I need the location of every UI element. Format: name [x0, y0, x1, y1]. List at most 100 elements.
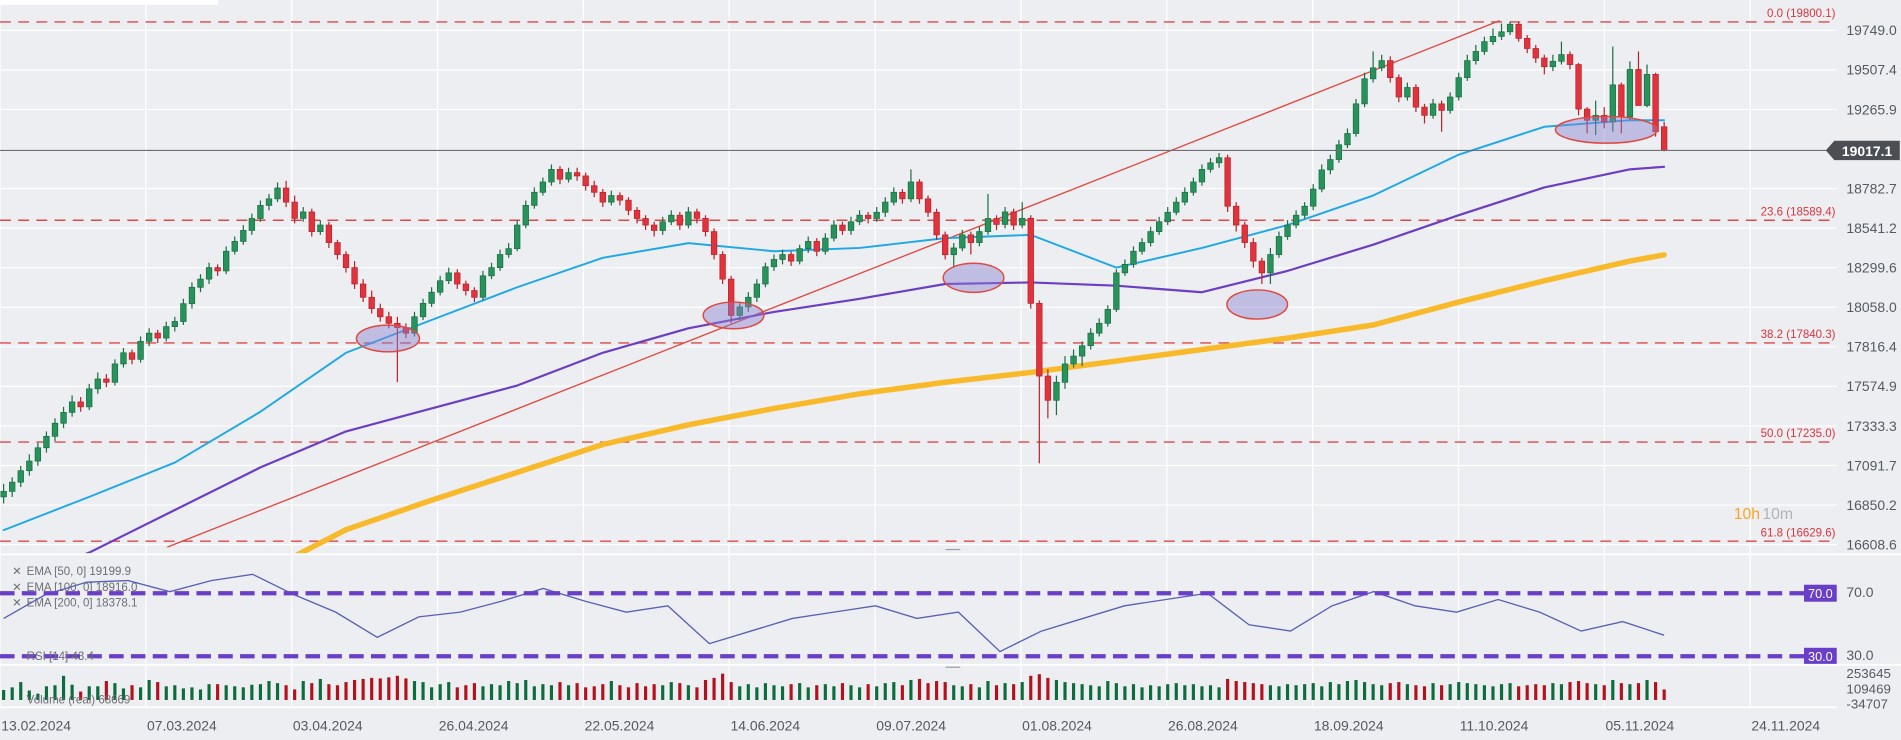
candle	[1241, 221, 1248, 248]
candle	[154, 329, 161, 343]
candle-body	[1532, 48, 1539, 59]
legend-ema50-close-icon[interactable]: ✕	[12, 566, 22, 578]
candle-body	[214, 267, 221, 272]
candle-body	[128, 352, 136, 360]
volume-bar	[70, 684, 74, 700]
candle	[539, 177, 547, 196]
volume-bar	[1311, 683, 1315, 700]
candle-body	[1078, 345, 1086, 357]
volume-bar	[609, 681, 613, 700]
candle	[1207, 157, 1214, 173]
legend-ema200-close-icon[interactable]: ✕	[12, 598, 22, 610]
candle-body	[496, 254, 504, 268]
candle-body	[1258, 260, 1266, 274]
candle-body	[60, 412, 67, 424]
date-tick-label: 18.09.2024	[1314, 717, 1384, 733]
candle-body	[462, 283, 469, 291]
candle	[1301, 202, 1308, 219]
volume-bar	[464, 685, 468, 700]
volume-bar	[1474, 684, 1478, 700]
candle	[582, 172, 589, 191]
volume-bar	[558, 682, 562, 700]
volume-bar	[1628, 684, 1632, 700]
candle	[847, 216, 855, 235]
candle-body	[1412, 87, 1420, 108]
candle-body	[1181, 191, 1188, 203]
rsi-axis-label: 70.0	[1846, 584, 1873, 600]
volume-bar	[1226, 678, 1230, 700]
candle	[805, 236, 812, 253]
candle-body	[223, 250, 230, 272]
candle	[1387, 56, 1394, 83]
volume-bar	[44, 686, 49, 700]
volume-bar	[1371, 684, 1375, 700]
candle-body	[556, 169, 564, 180]
volume-bar	[1482, 685, 1486, 700]
fib-level-label: 0.0 (19800.1)	[1767, 8, 1836, 20]
countdown-timer: 10h 10m	[1734, 506, 1793, 523]
candle-body	[94, 378, 101, 390]
candle-body	[1481, 41, 1488, 52]
candle	[180, 298, 187, 325]
candle	[856, 210, 863, 226]
volume-bar	[1303, 684, 1307, 700]
volume-bar	[575, 683, 579, 700]
candle-body	[419, 302, 427, 318]
candle-body	[1404, 87, 1411, 98]
candle	[1395, 74, 1402, 103]
candle-body	[505, 248, 512, 255]
volume-bar	[370, 677, 374, 700]
volume-bar	[1294, 685, 1298, 700]
candle-body	[856, 214, 863, 223]
volume-bar	[10, 687, 14, 700]
candle	[916, 179, 923, 204]
candle	[548, 164, 555, 186]
candle	[1147, 226, 1154, 247]
volume-bar	[1217, 687, 1221, 700]
candle	[1609, 46, 1616, 132]
candle-body	[171, 321, 178, 327]
candle-body	[257, 205, 264, 219]
candle-body	[710, 231, 718, 255]
candle-body	[1036, 302, 1043, 377]
volume-bar	[1645, 679, 1649, 700]
candle-body	[342, 254, 350, 268]
candle-body	[625, 199, 632, 211]
candle-body	[1549, 60, 1557, 68]
candle	[1592, 100, 1599, 135]
candle-body	[282, 187, 290, 203]
candle	[531, 187, 538, 209]
candle-body	[882, 201, 889, 213]
volume-bar	[1362, 682, 1367, 700]
candle	[693, 208, 701, 224]
candle	[719, 251, 726, 285]
volume-bar	[883, 683, 887, 700]
price-tick-label: 19265.9	[1846, 101, 1897, 117]
volume-bar	[130, 685, 134, 700]
volume-bar	[1345, 681, 1350, 700]
volume-bar	[1140, 687, 1144, 700]
candle	[1352, 98, 1360, 137]
candle	[1601, 107, 1608, 129]
candle	[437, 275, 444, 296]
candle-body	[317, 224, 324, 232]
date-tick-label: 24.11.2024	[1751, 717, 1820, 733]
date-tick-label: 22.05.2024	[585, 717, 655, 733]
candle	[342, 251, 350, 273]
volume-bar	[1508, 683, 1512, 700]
candle	[163, 321, 170, 342]
candle-body	[334, 242, 341, 255]
candle	[762, 262, 769, 288]
volume-bar	[1012, 684, 1016, 700]
volume-bar	[1405, 684, 1409, 700]
candle-body	[359, 283, 367, 298]
legend-ema100-close-icon[interactable]: ✕	[12, 582, 22, 594]
candle	[197, 274, 204, 293]
rsi-level-badge-label: 70.0	[1808, 586, 1833, 601]
volume-bar	[798, 683, 802, 700]
volume-bar	[1071, 683, 1076, 700]
candle	[1438, 100, 1445, 132]
volume-bar	[1131, 684, 1136, 700]
candle	[317, 220, 324, 235]
